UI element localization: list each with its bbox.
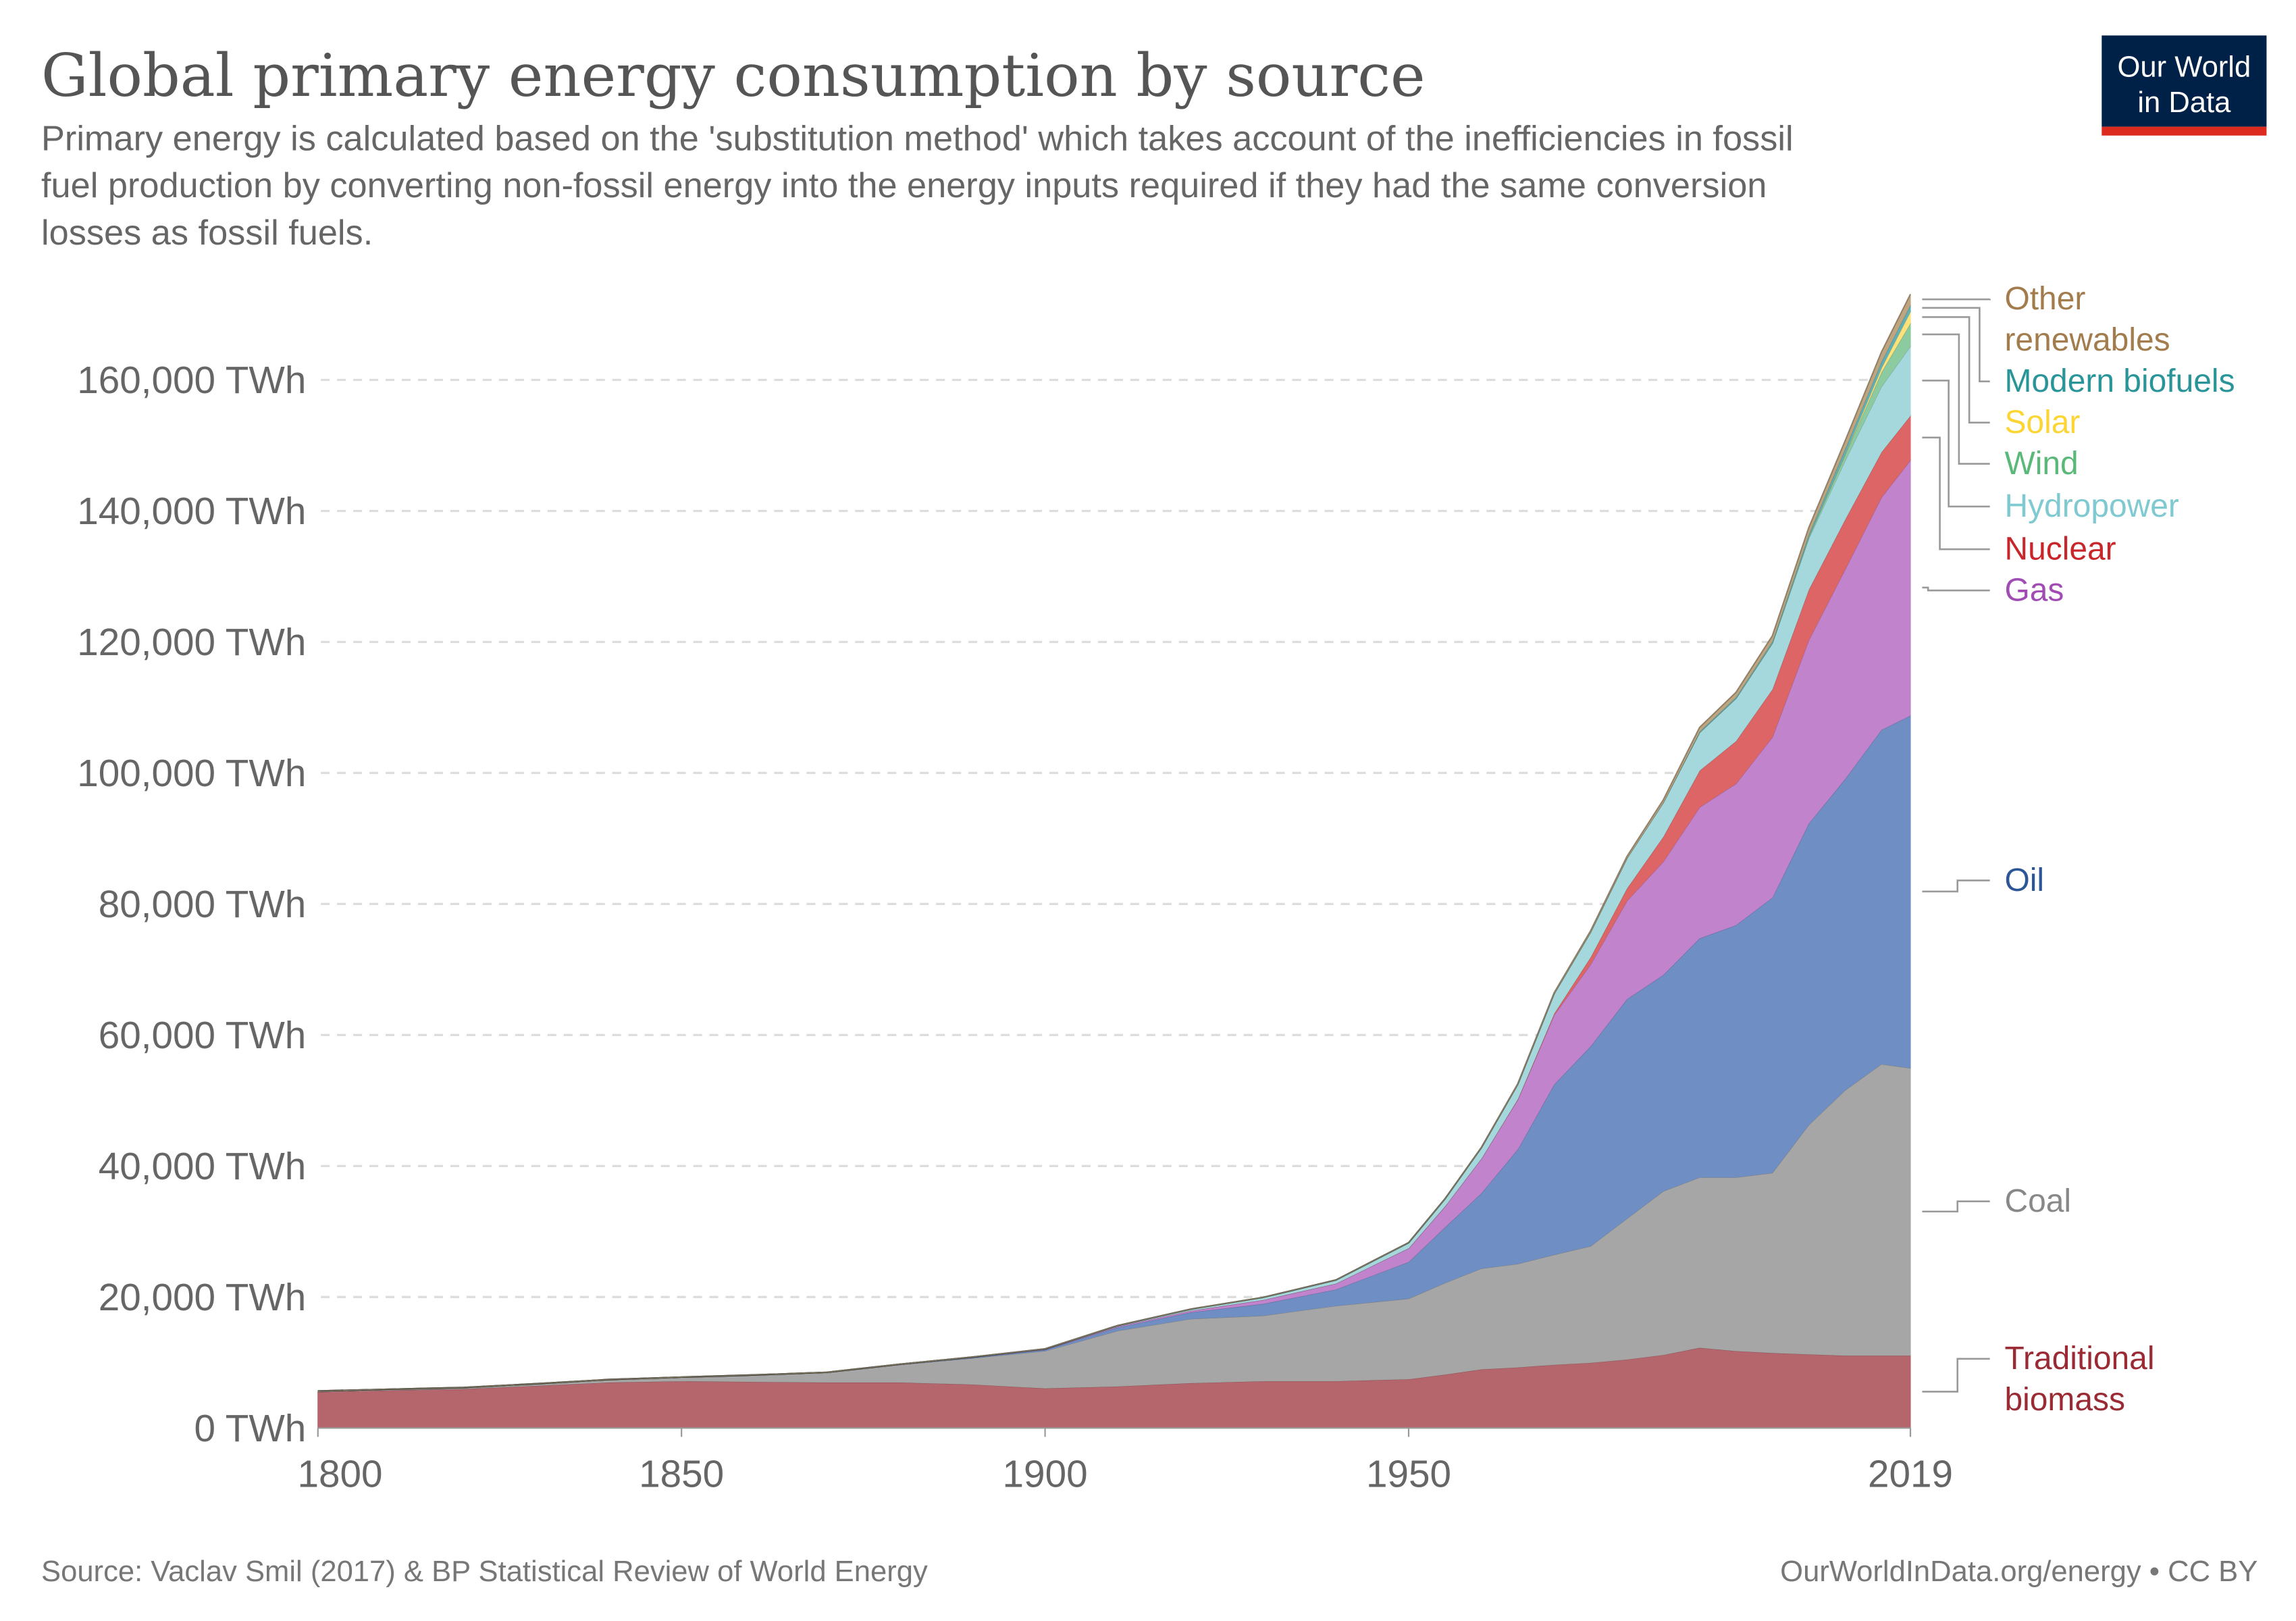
owid-logo[interactable]: Our World in Data — [2102, 35, 2267, 136]
legend-label[interactable]: Oil — [2004, 863, 2044, 898]
y-tick-label: 160,000 TWh — [77, 359, 306, 402]
y-tick-label: 120,000 TWh — [77, 621, 306, 664]
y-axis: 0 TWh 20,000 TWh 40,000 TWh 60,000 TWh 80,00… — [77, 359, 306, 1450]
legend-label[interactable]: Wind — [2004, 446, 2078, 482]
legend-connector — [1922, 298, 1991, 301]
legend-label[interactable]: Solar — [2004, 405, 2080, 440]
chart-title: Global primary energy consumption by sou… — [41, 41, 1426, 110]
x-axis: 1800 1850 1900 1950 2019 — [297, 1427, 1953, 1495]
area-edge — [317, 293, 1911, 1392]
legend-connector — [1922, 316, 1990, 424]
chart-subtitle-line-2: fuel production by converting non-fossil… — [41, 166, 1767, 205]
x-tick-label: 1950 — [1366, 1453, 1451, 1495]
logo-text-1: Our World — [2117, 51, 2251, 84]
stacked-areas — [317, 293, 1911, 1429]
y-tick-label: 100,000 TWh — [77, 752, 306, 795]
legend-connector — [1922, 586, 1990, 592]
y-tick-label: 40,000 TWh — [99, 1146, 307, 1188]
credit-text: OurWorldInData.org/energy • CC BY — [1780, 1555, 2258, 1588]
y-tick-label: 80,000 TWh — [99, 883, 307, 926]
x-tick-label: 2019 — [1868, 1453, 1953, 1495]
y-tick-label: 20,000 TWh — [99, 1277, 307, 1319]
y-tick-label: 0 TWh — [194, 1408, 307, 1450]
x-tick-label: 1800 — [297, 1453, 382, 1495]
gridlines — [321, 378, 1910, 1298]
inline-legend: Traditional biomass Coal Oil Gas Nuclear Hydro… — [1922, 281, 2235, 1418]
legend-connector — [1922, 307, 1990, 382]
y-tick-label: 60,000 TWh — [99, 1014, 307, 1057]
legend-connector — [1922, 380, 1990, 508]
logo-text-2: in Data — [2137, 86, 2231, 119]
legend-label[interactable]: Modern biofuels — [2004, 363, 2235, 399]
legend-connector — [1922, 879, 1990, 893]
legend-connector — [1922, 436, 1990, 550]
legend-label[interactable]: Hydropower — [2004, 488, 2178, 524]
x-tick-label: 1900 — [1003, 1453, 1088, 1495]
legend-label[interactable]: Nuclear — [2004, 531, 2116, 567]
y-tick-label: 140,000 TWh — [77, 490, 306, 533]
legend-label[interactable]: renewables — [2004, 322, 2170, 358]
logo-red-bar — [2102, 126, 2267, 136]
credit-link[interactable]: OurWorldInData.org/energy • CC BY — [1780, 1555, 2258, 1588]
area-other-renewables[interactable] — [317, 294, 1911, 1392]
chart-subtitle-line-1: Primary energy is calculated based on th… — [41, 120, 1794, 159]
x-tick-label: 1850 — [639, 1453, 724, 1495]
legend-connector — [1922, 1200, 1990, 1213]
logo-background — [2102, 35, 2267, 127]
legend-connector — [1922, 1358, 1990, 1393]
legend-label[interactable]: Other — [2004, 281, 2085, 317]
legend-label[interactable]: Coal — [2004, 1183, 2071, 1219]
legend-connector — [1922, 333, 1990, 465]
legend-label[interactable]: Traditional — [2004, 1341, 2154, 1376]
legend-label[interactable]: biomass — [2004, 1382, 2125, 1418]
source-note: Source: Vaclav Smil (2017) & BP Statisti… — [41, 1555, 928, 1588]
chart-subtitle-line-3: losses as fossil fuels. — [41, 213, 373, 253]
legend-label[interactable]: Gas — [2004, 572, 2064, 608]
